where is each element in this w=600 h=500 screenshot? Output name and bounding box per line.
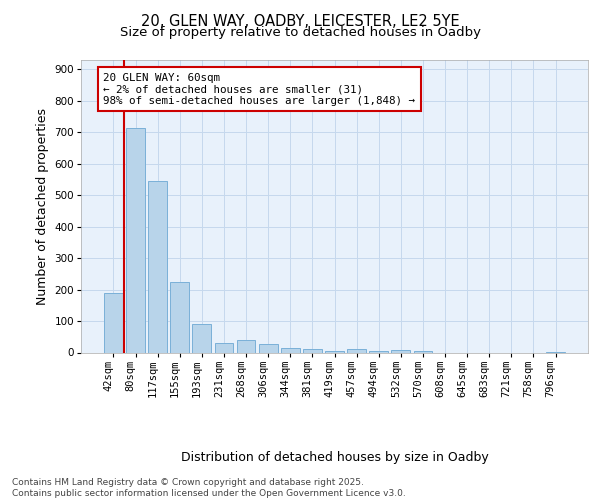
Bar xyxy=(148,181,167,352)
Text: 20 GLEN WAY: 60sqm
← 2% of detached houses are smaller (31)
98% of semi-detached: 20 GLEN WAY: 60sqm ← 2% of detached hous… xyxy=(103,72,415,106)
Bar xyxy=(281,348,299,352)
Bar xyxy=(370,351,388,352)
Bar xyxy=(236,340,256,352)
Bar xyxy=(126,128,145,352)
Bar xyxy=(413,351,433,352)
Text: 20, GLEN WAY, OADBY, LEICESTER, LE2 5YE: 20, GLEN WAY, OADBY, LEICESTER, LE2 5YE xyxy=(140,14,460,29)
Bar xyxy=(215,343,233,352)
Text: Contains HM Land Registry data © Crown copyright and database right 2025.
Contai: Contains HM Land Registry data © Crown c… xyxy=(12,478,406,498)
Bar xyxy=(325,351,344,352)
Bar xyxy=(259,344,278,352)
Bar xyxy=(193,324,211,352)
Bar xyxy=(303,350,322,352)
Bar xyxy=(104,292,123,352)
Y-axis label: Number of detached properties: Number of detached properties xyxy=(36,108,49,304)
Text: Size of property relative to detached houses in Oadby: Size of property relative to detached ho… xyxy=(119,26,481,39)
Bar xyxy=(347,348,366,352)
Bar xyxy=(391,350,410,352)
Text: Distribution of detached houses by size in Oadby: Distribution of detached houses by size … xyxy=(181,451,488,464)
Bar xyxy=(170,282,189,352)
